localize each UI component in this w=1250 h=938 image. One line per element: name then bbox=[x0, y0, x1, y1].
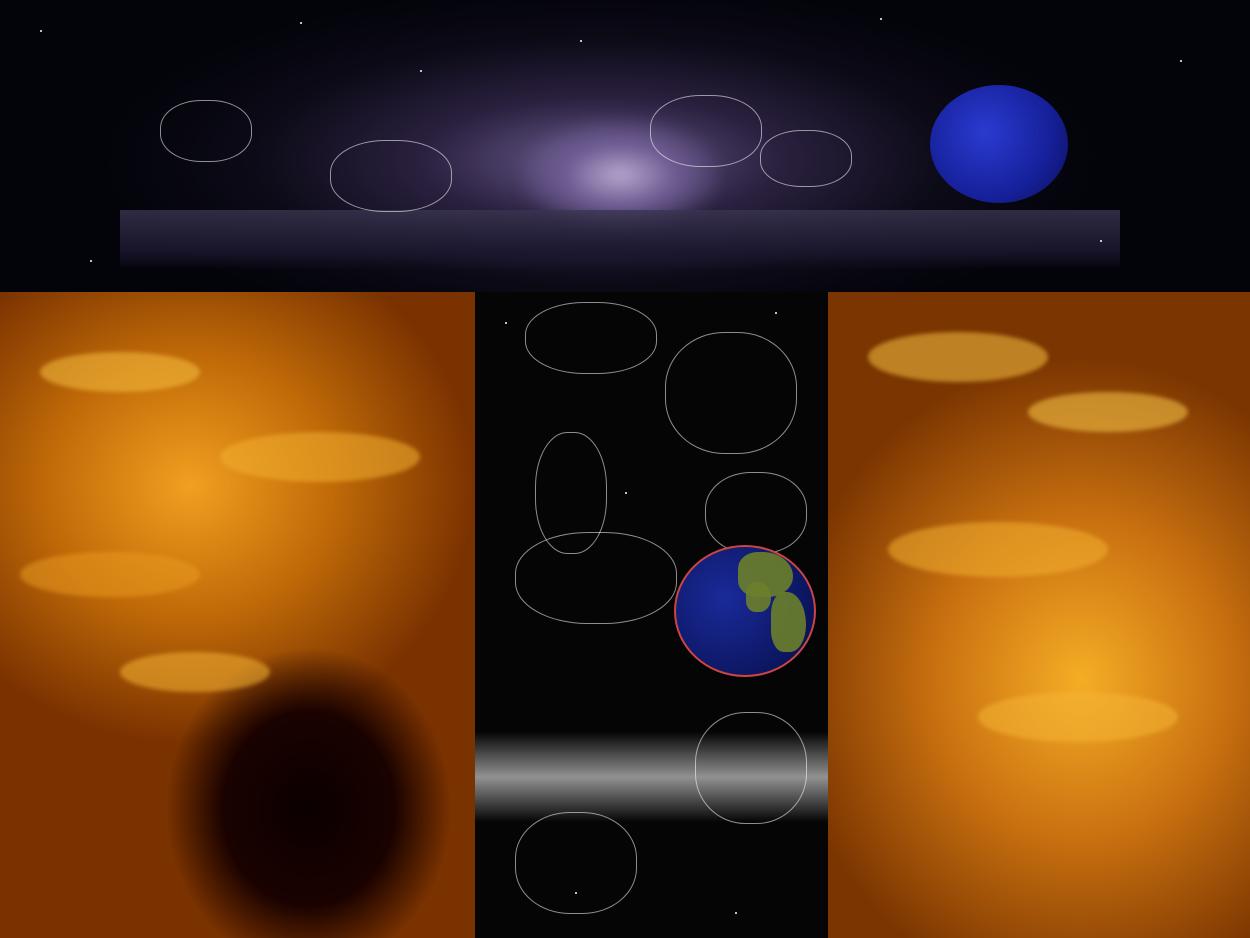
solar-surface-right bbox=[828, 292, 1250, 938]
constellation-figure bbox=[760, 130, 852, 187]
solar-surface-left bbox=[0, 292, 475, 938]
constellation-figure bbox=[515, 532, 677, 624]
constellation-figure bbox=[665, 332, 797, 454]
earth-icon bbox=[930, 85, 1068, 203]
constellation-figure bbox=[160, 100, 252, 162]
constellation-figure bbox=[650, 95, 762, 167]
constellation-figure bbox=[515, 812, 637, 914]
star-field-band bbox=[120, 210, 1120, 270]
constellation-figure bbox=[330, 140, 452, 212]
earth-icon bbox=[674, 545, 816, 677]
constellation-figure bbox=[525, 302, 657, 374]
constellation-figure bbox=[695, 712, 807, 824]
constellation-figure bbox=[705, 472, 807, 554]
